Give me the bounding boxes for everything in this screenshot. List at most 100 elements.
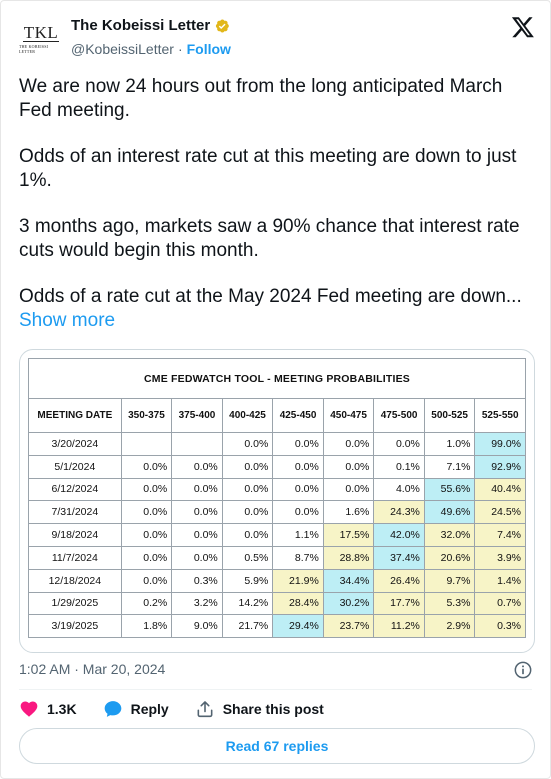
like-count: 1.3K bbox=[47, 701, 77, 717]
probability-cell: 30.2% bbox=[322, 591, 375, 616]
avatar[interactable]: TKL THE KOBEISSI LETTER bbox=[19, 17, 63, 61]
probability-cell: 0.0% bbox=[120, 477, 173, 502]
probability-cell: 0.0% bbox=[221, 523, 274, 547]
probability-cell: 0.0% bbox=[322, 432, 375, 456]
meeting-date-cell: 11/7/2024 bbox=[28, 545, 122, 570]
probability-cell: 0.0% bbox=[171, 523, 223, 547]
probability-cell: 0.0% bbox=[120, 523, 173, 547]
probability-cell: 17.5% bbox=[322, 523, 375, 547]
probability-cell: 26.4% bbox=[373, 568, 425, 593]
header-rate-range: 425-450 bbox=[272, 398, 324, 433]
probability-cell: 29.4% bbox=[272, 614, 324, 639]
probability-cell: 0.0% bbox=[120, 454, 173, 479]
handle[interactable]: @KobeissiLetter bbox=[71, 41, 174, 57]
tweet-paragraph-last: Odds of a rate cut at the May 2024 Fed m… bbox=[19, 285, 529, 333]
fedwatch-table: CME FEDWATCH TOOL - MEETING PROBABILITIE… bbox=[28, 358, 526, 639]
header-rate-range: 400-425 bbox=[221, 398, 274, 433]
x-logo-icon[interactable] bbox=[511, 15, 535, 39]
probability-cell bbox=[120, 432, 173, 456]
meeting-date-cell: 7/31/2024 bbox=[28, 500, 122, 525]
tweet-text: We are now 24 hours out from the long an… bbox=[19, 75, 529, 333]
probability-cell: 1.4% bbox=[474, 568, 526, 593]
verified-badge-icon bbox=[216, 19, 230, 32]
probability-cell: 0.0% bbox=[322, 454, 375, 479]
probability-cell: 17.7% bbox=[373, 591, 425, 616]
probability-cell: 7.1% bbox=[423, 454, 476, 479]
author-name-row: The Kobeissi Letter bbox=[71, 17, 230, 34]
probability-cell: 3.9% bbox=[474, 545, 526, 570]
read-replies-button[interactable]: Read 67 replies bbox=[19, 728, 535, 764]
probability-cell: 1.8% bbox=[120, 614, 173, 639]
table-row: 9/18/2024 0.0% 0.0% 0.0% 1.1% 17.5% 42.0% 32.0%… bbox=[28, 523, 526, 547]
reply-bubble-icon bbox=[104, 701, 121, 717]
probability-cell: 0.0% bbox=[272, 477, 324, 502]
probability-cell: 20.6% bbox=[423, 545, 476, 570]
probability-cell: 0.0% bbox=[373, 432, 425, 456]
like-button[interactable]: 1.3K bbox=[19, 699, 77, 719]
avatar-subtext: THE KOBEISSI LETTER bbox=[19, 44, 49, 54]
probability-cell: 0.3% bbox=[474, 614, 526, 639]
table-row: 3/19/2025 1.8% 9.0% 21.7% 29.4% 23.7% 11.2% 2.9… bbox=[28, 614, 526, 639]
probability-cell: 0.0% bbox=[120, 545, 173, 570]
probability-cell: 21.9% bbox=[272, 568, 324, 593]
probability-cell: 21.7% bbox=[221, 614, 274, 639]
tweet-paragraph: Odds of an interest rate cut at this mee… bbox=[19, 146, 517, 191]
probability-cell: 0.0% bbox=[120, 500, 173, 525]
header-rate-range: 525-550 bbox=[474, 398, 526, 433]
probability-cell: 0.3% bbox=[171, 568, 223, 593]
probability-cell: 5.9% bbox=[221, 568, 274, 593]
probability-cell: 0.0% bbox=[272, 500, 324, 525]
timestamp[interactable]: 1:02 AM · Mar 20, 2024 bbox=[19, 661, 166, 677]
probability-cell bbox=[171, 432, 223, 456]
display-name[interactable]: The Kobeissi Letter bbox=[71, 17, 211, 34]
probability-cell: 0.0% bbox=[322, 477, 375, 502]
share-button[interactable]: Share this post bbox=[195, 699, 324, 719]
probability-cell: 99.0% bbox=[474, 432, 526, 456]
meeting-date-cell: 1/29/2025 bbox=[28, 591, 122, 616]
probability-cell: 3.2% bbox=[171, 591, 223, 616]
meeting-date-cell: 9/18/2024 bbox=[28, 523, 122, 547]
meeting-date-cell: 3/19/2025 bbox=[28, 614, 122, 639]
probability-cell: 2.9% bbox=[423, 614, 476, 639]
attached-image[interactable]: CME FEDWATCH TOOL - MEETING PROBABILITIE… bbox=[19, 349, 535, 653]
share-icon bbox=[197, 701, 213, 718]
tweet-truncated-text: Odds of a rate cut at the May 2024 Fed m… bbox=[19, 286, 522, 307]
avatar-monogram: TKL bbox=[22, 23, 60, 42]
meeting-date-cell: 12/18/2024 bbox=[28, 568, 122, 593]
probability-cell: 0.0% bbox=[221, 500, 274, 525]
header-rate-range: 500-525 bbox=[423, 398, 476, 433]
probability-cell: 0.7% bbox=[474, 591, 526, 616]
follow-button[interactable]: Follow bbox=[186, 41, 231, 57]
tweet-paragraph: 3 months ago, markets saw a 90% chance t… bbox=[19, 216, 520, 261]
meeting-date-cell: 5/1/2024 bbox=[28, 454, 122, 479]
share-label: Share this post bbox=[222, 701, 324, 717]
probability-cell: 14.2% bbox=[221, 591, 274, 616]
table-row: 7/31/2024 0.0% 0.0% 0.0% 0.0% 1.6% 24.3% 49.6% 2… bbox=[28, 500, 526, 525]
probability-cell: 32.0% bbox=[423, 523, 476, 547]
reply-button[interactable]: Reply bbox=[103, 699, 169, 719]
probability-cell: 0.1% bbox=[373, 454, 425, 479]
probability-cell: 0.0% bbox=[171, 500, 223, 525]
divider bbox=[19, 689, 532, 690]
probability-cell: 8.7% bbox=[272, 545, 324, 570]
probability-cell: 5.3% bbox=[423, 591, 476, 616]
header-rate-range: 450-475 bbox=[322, 398, 375, 433]
tweet-paragraph: We are now 24 hours out from the long an… bbox=[19, 76, 503, 121]
probability-cell: 40.4% bbox=[474, 477, 526, 502]
probability-cell: 9.7% bbox=[423, 568, 476, 593]
info-icon[interactable] bbox=[513, 660, 533, 680]
probability-cell: 0.2% bbox=[120, 591, 173, 616]
probability-cell: 0.0% bbox=[171, 477, 223, 502]
probability-cell: 42.0% bbox=[373, 523, 425, 547]
meeting-date-cell: 3/20/2024 bbox=[28, 432, 122, 456]
show-more-link[interactable]: Show more bbox=[19, 310, 116, 331]
header-rate-range: 475-500 bbox=[373, 398, 425, 433]
probability-cell: 55.6% bbox=[423, 477, 476, 502]
probability-cell: 28.8% bbox=[322, 545, 375, 570]
probability-cell: 0.0% bbox=[221, 432, 274, 456]
probability-cell: 4.0% bbox=[373, 477, 425, 502]
probability-cell: 24.5% bbox=[474, 500, 526, 525]
meeting-date-cell: 6/12/2024 bbox=[28, 477, 122, 502]
probability-cell: 49.6% bbox=[423, 500, 476, 525]
